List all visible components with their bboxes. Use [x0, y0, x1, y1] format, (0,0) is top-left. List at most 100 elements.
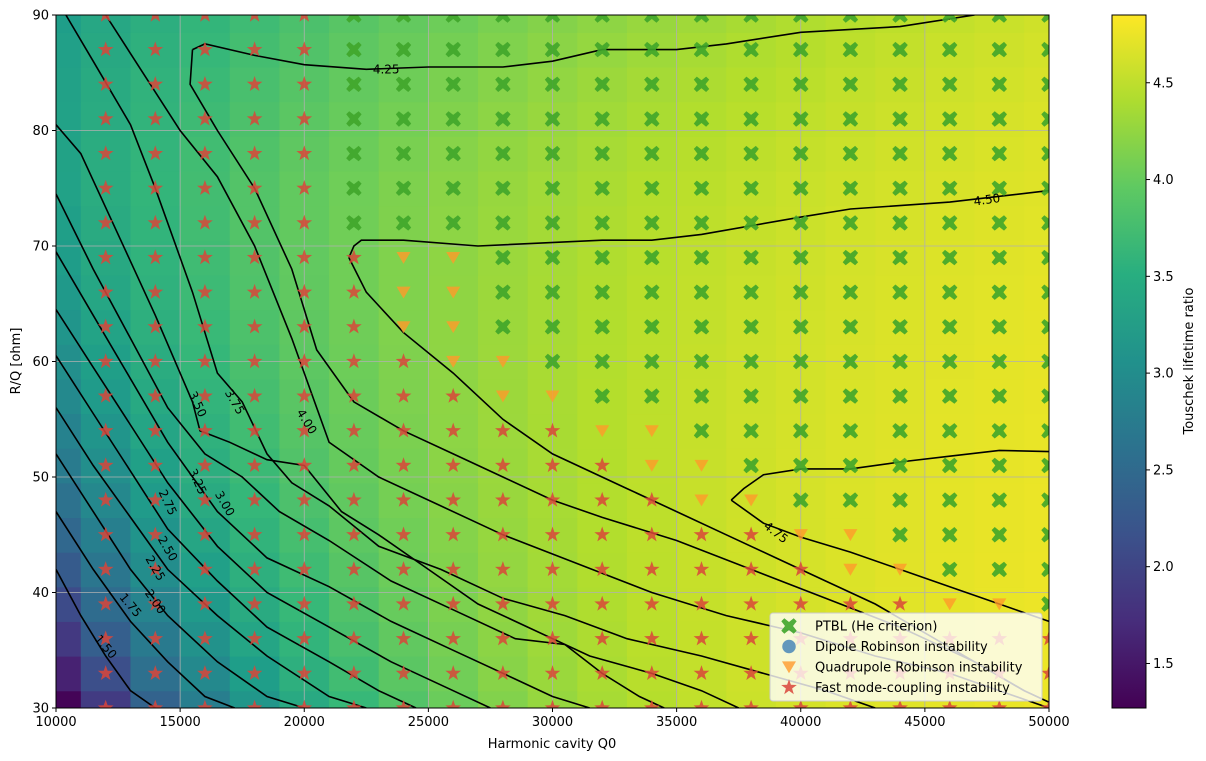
ptbl-marker — [942, 111, 958, 127]
mode-coupling-marker — [445, 561, 461, 577]
mode-coupling-marker — [594, 561, 610, 577]
mode-coupling-marker — [544, 595, 561, 611]
heatmap-cell — [378, 690, 429, 708]
heatmap-cell — [329, 690, 380, 708]
x-tick-label: 25000 — [408, 715, 449, 730]
ptbl-marker — [991, 423, 1007, 439]
ptbl-marker — [1041, 388, 1049, 404]
ptbl-marker — [693, 215, 710, 231]
ptbl-marker — [892, 249, 908, 266]
ptbl-marker — [445, 180, 461, 196]
legend: PTBL (He criterion) Dipole Robinson insta… — [769, 612, 1043, 702]
ptbl-marker — [892, 180, 908, 196]
ptbl-marker — [544, 215, 561, 231]
heatmap-cell — [56, 170, 82, 207]
mode-coupling-marker — [743, 595, 759, 611]
quadrupole-marker — [396, 286, 411, 299]
heatmap-cell — [924, 15, 976, 33]
mode-coupling-marker — [395, 561, 412, 577]
ptbl-marker — [793, 423, 809, 439]
heatmap-cell — [56, 205, 82, 241]
mode-coupling-marker — [594, 457, 610, 473]
mode-coupling-marker — [792, 561, 809, 577]
quadrupole-marker — [396, 321, 411, 334]
mode-coupling-marker — [246, 110, 263, 126]
heatmap-cell — [56, 552, 82, 588]
ptbl-marker — [743, 111, 759, 127]
contour-line — [56, 193, 665, 708]
ptbl-marker — [892, 353, 908, 370]
ptbl-marker — [991, 111, 1007, 127]
quadrupole-marker — [644, 425, 659, 438]
ptbl-marker — [495, 111, 511, 127]
mode-coupling-marker — [644, 491, 660, 507]
ptbl-marker — [693, 249, 710, 266]
mode-coupling-marker — [246, 249, 263, 265]
ptbl-marker — [991, 180, 1007, 196]
mode-coupling-marker — [743, 699, 759, 708]
mode-coupling-marker — [296, 561, 313, 577]
mode-coupling-marker — [147, 353, 164, 369]
mode-coupling-marker — [147, 457, 164, 473]
ptbl-marker — [942, 388, 958, 404]
colorbar-tick-label: 2.0 — [1153, 560, 1174, 575]
ptbl-marker — [743, 180, 759, 196]
quadrupole-marker — [495, 355, 510, 368]
mode-coupling-marker — [445, 491, 461, 507]
ptbl-marker — [892, 492, 908, 508]
ptbl-marker — [395, 145, 412, 162]
ptbl-marker — [594, 388, 610, 404]
contour-line — [56, 569, 156, 708]
heatmap-cell — [726, 15, 777, 33]
ptbl-marker — [445, 111, 461, 127]
ptbl-marker — [594, 249, 610, 266]
x-axis: 10000 15000 20000 25000 30000 35000 40000 45000… — [35, 708, 1070, 730]
ptbl-marker — [793, 319, 809, 335]
heatmap-cell — [577, 690, 628, 708]
mode-coupling-marker — [644, 526, 660, 542]
ptbl-marker — [743, 215, 759, 231]
colorbar-tick-label: 3.5 — [1153, 270, 1174, 285]
ptbl-marker — [544, 284, 561, 300]
ptbl-marker — [842, 180, 859, 196]
mode-coupling-marker — [991, 699, 1008, 708]
mode-coupling-marker — [147, 422, 164, 438]
ptbl-marker — [644, 319, 660, 335]
ptbl-marker — [495, 15, 511, 23]
ptbl-marker — [1041, 353, 1049, 370]
ptbl-marker — [594, 353, 610, 370]
mode-coupling-marker — [97, 595, 114, 611]
mode-coupling-marker — [296, 595, 313, 611]
mode-coupling-marker — [395, 665, 412, 680]
quadrupole-marker — [942, 598, 957, 611]
ptbl-marker — [346, 145, 362, 162]
mode-coupling-marker — [197, 76, 213, 91]
mode-coupling-marker — [842, 699, 859, 708]
x-tick-label: 15000 — [159, 715, 200, 730]
mode-coupling-marker — [495, 491, 511, 507]
mode-coupling-marker — [693, 699, 710, 708]
mode-coupling-marker — [97, 422, 114, 438]
mode-coupling-marker — [246, 76, 263, 91]
ptbl-marker — [942, 215, 958, 231]
mode-coupling-marker — [544, 665, 561, 680]
ptbl-marker — [495, 145, 511, 162]
legend-label: PTBL (He criterion) — [815, 620, 937, 635]
mode-coupling-marker — [97, 110, 114, 126]
contour-line — [56, 511, 235, 708]
ptbl-marker — [842, 41, 859, 58]
ptbl-marker — [892, 145, 908, 162]
ptbl-marker — [594, 76, 610, 92]
mode-coupling-marker — [147, 318, 164, 334]
mode-coupling-marker — [97, 318, 114, 334]
x-tick-label: 30000 — [532, 715, 573, 730]
mode-coupling-marker — [395, 491, 412, 507]
mode-coupling-marker — [197, 422, 213, 438]
mode-coupling-marker — [296, 41, 313, 57]
mode-coupling-marker — [544, 561, 561, 577]
quadrupole-marker — [992, 598, 1007, 611]
mode-coupling-marker — [296, 283, 313, 299]
ptbl-marker — [445, 145, 461, 162]
mode-coupling-marker — [792, 595, 809, 611]
ptbl-marker — [445, 15, 461, 23]
